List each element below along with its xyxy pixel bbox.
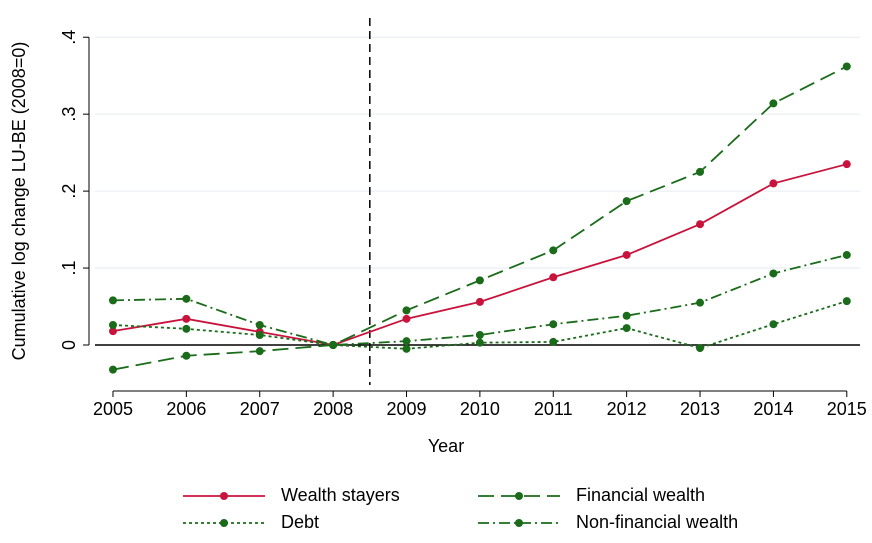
legend-marker	[515, 492, 523, 500]
data-point	[769, 179, 778, 188]
data-point	[255, 330, 264, 339]
data-point	[549, 320, 558, 329]
legend-label: Financial wealth	[576, 485, 705, 505]
series-line	[112, 65, 848, 371]
data-point	[696, 220, 705, 229]
data-point	[255, 320, 264, 329]
data-point	[402, 306, 411, 315]
data-point	[696, 298, 705, 307]
data-point	[108, 365, 117, 374]
data-point	[108, 296, 117, 305]
y-tick-label: 0	[59, 340, 79, 350]
legend-label: Wealth stayers	[281, 485, 400, 505]
data-point	[622, 311, 631, 320]
data-point	[622, 250, 631, 259]
data-point	[182, 324, 191, 333]
data-point	[475, 338, 484, 347]
data-point	[108, 320, 117, 329]
data-point	[622, 197, 631, 206]
x-tick-label: 2012	[607, 399, 647, 419]
data-point	[182, 351, 191, 360]
data-point	[696, 344, 705, 353]
x-tick-label: 2009	[386, 399, 426, 419]
x-tick-label: 2008	[313, 399, 353, 419]
x-tick-label: 2005	[93, 399, 133, 419]
data-point	[402, 344, 411, 353]
data-point	[842, 297, 851, 306]
data-point	[549, 273, 558, 282]
data-point	[255, 347, 264, 356]
legend-marker	[515, 519, 523, 527]
data-point	[842, 160, 851, 169]
y-tick-label: .3	[59, 107, 79, 122]
data-point	[842, 250, 851, 259]
data-point	[769, 99, 778, 108]
legend-marker	[220, 519, 228, 527]
data-point	[402, 337, 411, 346]
y-tick-label: .2	[59, 184, 79, 199]
legend-marker	[220, 492, 228, 500]
data-point	[108, 327, 117, 336]
x-tick-label: 2006	[166, 399, 206, 419]
data-point	[402, 314, 411, 323]
legend-label: Non-financial wealth	[576, 512, 738, 532]
legend-label: Debt	[281, 512, 319, 532]
y-tick-label: .4	[59, 30, 79, 45]
x-tick-label: 2014	[753, 399, 793, 419]
data-point	[769, 269, 778, 278]
x-tick-label: 2010	[460, 399, 500, 419]
data-point	[182, 294, 191, 303]
y-axis-label: Cumulative log change LU-BE (2008=0)	[9, 42, 29, 361]
data-point	[842, 62, 851, 71]
data-point	[182, 314, 191, 323]
x-tick-label: 2011	[534, 399, 573, 419]
data-point	[329, 340, 338, 349]
data-point	[475, 297, 484, 306]
data-point	[475, 276, 484, 285]
x-tick-label: 2013	[680, 399, 720, 419]
data-point	[769, 320, 778, 329]
data-point	[549, 337, 558, 346]
data-point	[622, 324, 631, 333]
x-tick-label: 2007	[240, 399, 280, 419]
data-point	[475, 330, 484, 339]
data-point	[696, 167, 705, 176]
x-tick-label: 2015	[827, 399, 867, 419]
x-axis-label: Year	[428, 436, 464, 456]
data-point	[549, 246, 558, 255]
y-tick-label: .1	[59, 261, 79, 276]
